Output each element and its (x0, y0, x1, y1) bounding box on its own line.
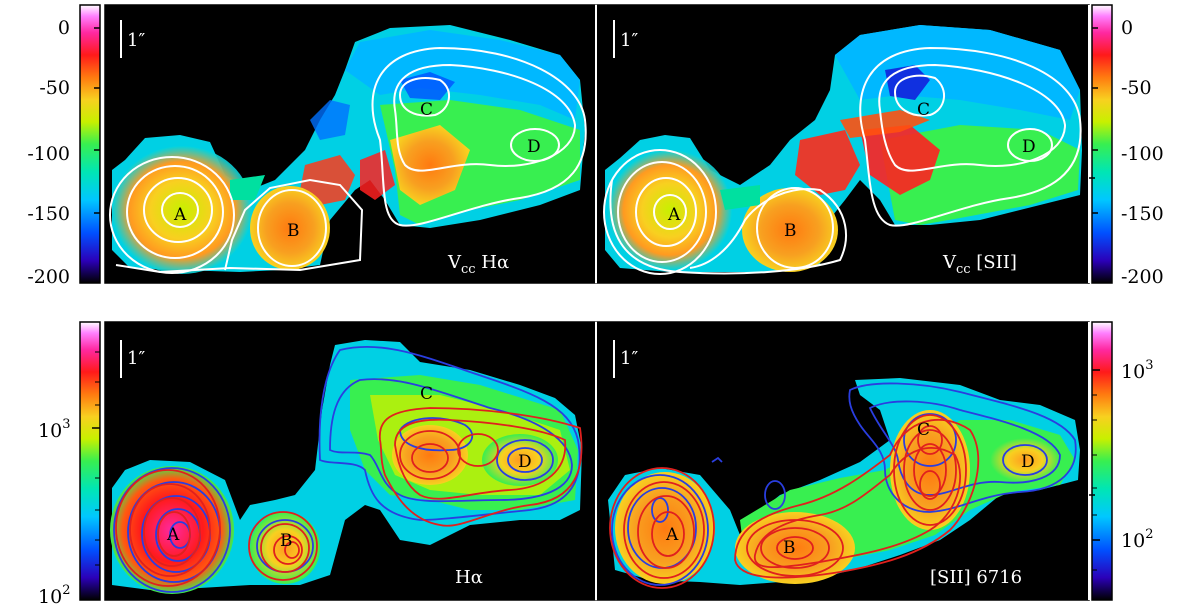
scale-bar-label: 1″ (127, 348, 145, 369)
tick-label: -150 (1121, 203, 1164, 225)
panel-label-halpha: Hα (455, 567, 483, 588)
tick-label: 102 (1121, 527, 1153, 552)
source-label-d: D (527, 137, 541, 157)
bottom-left-colorbar (79, 321, 101, 601)
panel-flux-sii (597, 322, 1089, 600)
tick-label: 103 (1121, 358, 1153, 383)
tick-label: 103 (38, 417, 70, 442)
source-label-c: C (420, 100, 433, 120)
scale-bar: 1″ (613, 20, 638, 58)
source-label-d: D (1021, 452, 1035, 472)
bottom-right-colorbar (1091, 321, 1113, 601)
source-label-b: B (784, 221, 797, 241)
panel-velocity-halpha (105, 5, 595, 283)
source-labels-top-right: A B C D (667, 100, 1036, 241)
source-label-a: A (173, 205, 187, 225)
scale-bar-label: 1″ (620, 348, 638, 369)
scale-bar: 1″ (120, 340, 145, 378)
top-left-colorbar (79, 4, 101, 284)
scale-bar: 1″ (613, 340, 638, 378)
tick-label: -200 (27, 266, 70, 288)
source-label-b: B (287, 221, 300, 241)
panel-ticks (1089, 177, 1095, 496)
top-right-colorbar-ticks: 0 -50 -100 -150 -200 (1092, 17, 1164, 288)
panel-label-vcc-halpha: Vcc Hα (447, 252, 509, 277)
tick-label: -150 (27, 203, 70, 225)
scale-bar: 1″ (120, 20, 145, 58)
bottom-right-colorbar-ticks: 103 102 (1092, 358, 1153, 571)
top-right-colorbar (1091, 4, 1113, 284)
source-label-d: D (1022, 137, 1036, 157)
panel-flux-halpha (105, 322, 595, 600)
tick-label: -200 (1121, 266, 1164, 288)
source-labels-bottom-right: A B C D (665, 420, 1035, 558)
tick-label: -100 (27, 143, 70, 165)
source-label-c: C (420, 384, 433, 404)
source-label-c: C (917, 100, 930, 120)
tick-label: 0 (58, 17, 70, 39)
panel-label-sii-6716: [SII] 6716 (930, 567, 1022, 588)
tick-label: -50 (1121, 77, 1152, 99)
tick-label: 102 (38, 583, 70, 605)
source-labels-bottom-left: A B C D (166, 384, 532, 551)
source-label-b: B (280, 531, 293, 551)
source-label-d: D (518, 452, 532, 472)
bottom-left-colorbar-ticks: 103 102 (38, 351, 100, 605)
tick-label: 0 (1121, 17, 1133, 39)
scale-bar-label: 1″ (620, 30, 638, 51)
source-labels-top-left: A B C D (173, 100, 541, 241)
source-label-a: A (667, 205, 681, 225)
panel-velocity-sii (597, 5, 1089, 283)
scale-bar-label: 1″ (127, 30, 145, 51)
tick-label: -50 (39, 77, 70, 99)
source-label-b: B (783, 538, 796, 558)
source-label-c: C (917, 420, 930, 440)
panel-label-vcc-sii: Vcc [SII] (942, 252, 1017, 277)
source-label-a: A (166, 525, 180, 545)
source-label-a: A (665, 525, 679, 545)
top-left-colorbar-ticks: 0 -50 -100 -150 -200 (27, 17, 100, 288)
tick-label: -100 (1121, 143, 1164, 165)
